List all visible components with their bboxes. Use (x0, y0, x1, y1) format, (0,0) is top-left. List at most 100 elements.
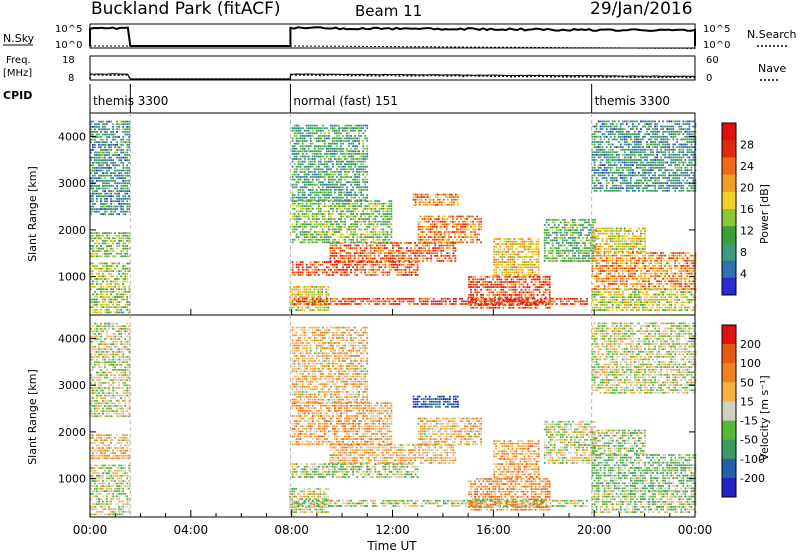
heatmap-cell (116, 190, 118, 192)
heatmap-cell (524, 288, 527, 291)
heatmap-cell (354, 165, 356, 168)
heatmap-cell (311, 132, 314, 135)
heatmap-cell (578, 300, 580, 303)
heatmap-cell (110, 156, 112, 159)
heatmap-cell (321, 155, 324, 158)
heatmap-cell (356, 181, 358, 184)
heatmap-cell (396, 249, 398, 252)
heatmap-cell (376, 236, 379, 238)
heatmap-cell (433, 231, 436, 233)
heatmap-cell (311, 263, 314, 266)
heatmap-cell (388, 202, 391, 205)
heatmap-cell (527, 297, 530, 300)
heatmap-cell (424, 198, 427, 201)
heatmap-cell (533, 243, 536, 245)
heatmap-cell (116, 288, 118, 291)
heatmap-cell (518, 276, 521, 278)
heatmap-cell (515, 300, 518, 303)
heatmap-cell (342, 165, 344, 168)
heatmap-cell (328, 205, 330, 208)
heatmap-cell (315, 178, 318, 181)
heatmap-cell (309, 191, 312, 194)
heatmap-cell (100, 278, 102, 280)
heatmap-cell (354, 231, 356, 233)
heatmap-cell (343, 254, 346, 257)
heatmap-cell (106, 164, 108, 167)
heatmap-cell (114, 138, 116, 141)
heatmap-cell (108, 232, 110, 234)
heatmap-cell (108, 308, 110, 311)
heatmap-cell (434, 249, 437, 252)
heatmap-cell (122, 290, 125, 293)
heatmap-cell (492, 278, 495, 281)
heatmap-cell (112, 208, 114, 210)
heatmap-cell (307, 266, 310, 269)
heatmap-cell (449, 201, 451, 204)
heatmap-cell (561, 218, 564, 221)
heatmap-cell (412, 271, 415, 274)
heatmap-cell (346, 189, 348, 191)
heatmap-cell (90, 133, 92, 136)
heatmap-cell (384, 213, 387, 215)
heatmap-cell (356, 176, 358, 178)
heatmap-cell (90, 285, 92, 288)
heatmap-cell (352, 300, 354, 303)
heatmap-cell (334, 303, 336, 305)
freq-label: Freq. (6, 55, 31, 66)
heatmap-cell (110, 174, 112, 177)
heatmap-cell (548, 291, 551, 294)
heatmap-cell (297, 142, 300, 145)
heatmap-cell (291, 215, 294, 218)
heatmap-cell (303, 186, 306, 189)
heatmap-cell (309, 176, 312, 178)
heatmap-cell (301, 271, 304, 274)
heatmap-cell (328, 274, 330, 276)
heatmap-cell (315, 183, 318, 186)
heatmap-cell (323, 196, 326, 199)
heatmap-cell (96, 197, 98, 200)
heatmap-cell (436, 260, 439, 262)
heatmap-cell (122, 210, 125, 213)
heatmap-cell (309, 189, 312, 191)
heatmap-cell (102, 143, 104, 146)
heatmap-cell (307, 160, 310, 163)
heatmap-cell (410, 263, 413, 266)
heatmap-cell (362, 196, 365, 199)
heatmap-cell (124, 190, 127, 192)
heatmap-cell (104, 200, 106, 203)
heatmap-cell (126, 149, 129, 151)
heatmap-cell (346, 196, 348, 199)
heatmap-cell (98, 250, 100, 252)
heatmap-cell (532, 294, 535, 296)
heatmap-cell (108, 265, 110, 267)
heatmap-cell (388, 238, 391, 241)
heatmap-cell (309, 145, 312, 148)
heatmap-cell (338, 231, 340, 233)
heatmap-cell (303, 215, 306, 218)
heatmap-cell (563, 244, 566, 247)
heatmap-cell (90, 131, 92, 133)
heatmap-cell (311, 215, 314, 218)
heatmap-cell (309, 158, 312, 160)
heatmap-cell (530, 304, 533, 306)
heatmap-cell (315, 241, 318, 244)
heatmap-cell (116, 195, 118, 198)
heatmap-cell (126, 234, 129, 237)
heatmap-cell (378, 202, 381, 205)
heatmap-cell (356, 261, 358, 263)
heatmap-cell (537, 268, 540, 271)
heatmap-cell (124, 285, 127, 288)
heatmap-cell (116, 213, 118, 216)
heatmap-cell (436, 303, 439, 305)
heatmap-cell (342, 155, 344, 158)
heatmap-cell (106, 203, 108, 205)
heatmap-cell (478, 281, 480, 283)
heatmap-cell (102, 141, 104, 144)
heatmap-cell (321, 140, 324, 142)
heatmap-cell (124, 167, 127, 169)
heatmap-cell (344, 274, 346, 276)
heatmap-cell (422, 260, 424, 262)
heatmap-cell (297, 173, 300, 176)
heatmap-cell (420, 252, 422, 255)
heatmap-cell (438, 300, 441, 303)
